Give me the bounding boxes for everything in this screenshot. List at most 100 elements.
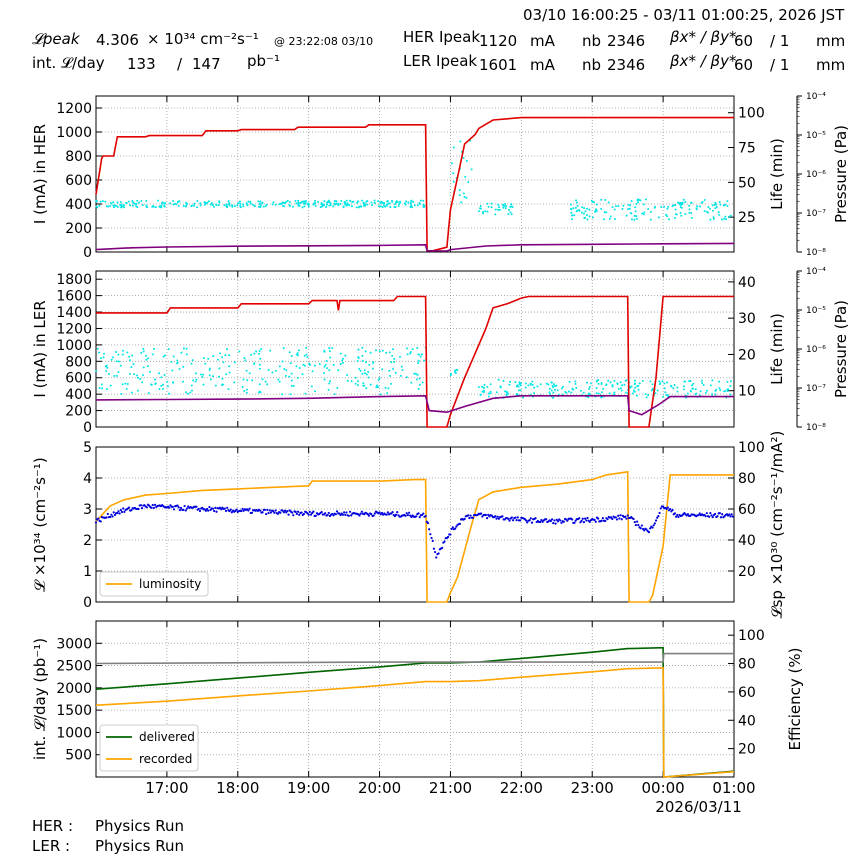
life-point: [283, 202, 286, 205]
life-point: [253, 362, 256, 365]
life-point: [388, 202, 391, 205]
life-point: [207, 200, 210, 203]
life-point: [374, 349, 377, 352]
life-point: [608, 217, 611, 220]
life-point: [673, 217, 676, 220]
life-point: [102, 356, 105, 359]
specific-luminosity-point: [671, 508, 674, 512]
life-point: [413, 372, 416, 375]
specific-luminosity-point: [550, 518, 554, 521]
life-point: [120, 392, 123, 395]
specific-luminosity-point: [529, 517, 532, 520]
specific-luminosity-point: [571, 518, 574, 521]
life-point: [647, 207, 650, 210]
life-point: [661, 380, 664, 383]
life-point: [181, 380, 184, 383]
life-point: [478, 207, 481, 210]
life-point: [207, 357, 210, 360]
specific-luminosity-point: [294, 510, 297, 513]
specific-luminosity-point: [604, 519, 607, 523]
life-point: [548, 391, 551, 394]
life-point: [117, 353, 120, 356]
life-point: [116, 201, 119, 204]
specific-luminosity-point: [573, 521, 576, 524]
life-point: [415, 372, 418, 375]
life-point: [346, 373, 349, 376]
y-right-tick-label: 80: [738, 657, 756, 673]
life-point: [504, 202, 507, 205]
specific-luminosity-point: [463, 517, 466, 520]
life-point: [206, 201, 209, 204]
life-point: [452, 146, 455, 149]
life-point: [478, 210, 481, 213]
life-point: [611, 206, 614, 209]
life-point: [288, 351, 291, 354]
life-point: [233, 361, 236, 364]
life-point: [506, 391, 509, 394]
life-point: [670, 385, 673, 388]
life-point: [684, 213, 687, 216]
life-point: [125, 387, 128, 390]
life-point: [310, 385, 313, 388]
life-point: [144, 354, 147, 357]
specific-luminosity-point: [514, 516, 517, 519]
life-point: [189, 391, 192, 394]
specific-luminosity-point: [649, 527, 652, 530]
specific-luminosity-point: [507, 517, 510, 520]
specific-luminosity-point: [534, 517, 537, 520]
y-tick-label: 0: [83, 245, 92, 261]
life-point: [381, 368, 384, 371]
life-point: [135, 205, 138, 208]
specific-luminosity-point: [326, 514, 329, 517]
life-point: [613, 391, 616, 394]
life-point: [185, 347, 188, 350]
life-point: [131, 204, 134, 207]
life-point: [373, 199, 376, 202]
life-point: [709, 218, 712, 221]
specific-luminosity-point: [705, 512, 708, 515]
life-point: [208, 367, 211, 370]
specific-luminosity-point: [348, 510, 352, 513]
life-point: [422, 206, 425, 209]
life-point: [121, 353, 124, 356]
life-point: [119, 201, 122, 204]
ler-ipeak-unit: mA: [530, 56, 555, 74]
life-point: [128, 355, 131, 358]
plot-frame: [95, 620, 735, 778]
specific-luminosity-point: [182, 508, 185, 512]
life-point: [505, 393, 508, 396]
life-point: [533, 392, 536, 395]
life-point: [688, 204, 691, 207]
specific-luminosity-point: [112, 511, 115, 514]
specific-luminosity-point: [179, 506, 183, 510]
life-point: [388, 369, 391, 372]
specific-luminosity-point: [386, 511, 389, 514]
life-point: [634, 386, 637, 389]
y-right-tick-label: 60: [738, 502, 756, 518]
life-point: [245, 202, 248, 205]
life-point: [278, 380, 281, 383]
life-point: [141, 204, 144, 207]
life-point: [510, 203, 513, 206]
life-point: [406, 347, 409, 350]
specific-luminosity-point: [597, 517, 600, 520]
life-point: [570, 218, 573, 221]
specific-luminosity-point: [226, 506, 229, 509]
life-point: [390, 361, 393, 364]
life-point: [501, 203, 504, 206]
life-point: [410, 381, 413, 384]
specific-luminosity-point: [711, 515, 714, 519]
life-point: [169, 202, 172, 205]
life-point: [617, 387, 620, 390]
purple-series-line: [95, 242, 735, 252]
life-point: [574, 206, 577, 209]
life-point: [666, 394, 669, 397]
life-point: [297, 349, 300, 352]
specific-luminosity-point: [485, 517, 489, 520]
life-point: [95, 205, 98, 208]
life-point: [282, 347, 285, 350]
y-tick-label: 400: [65, 387, 92, 403]
life-point: [450, 372, 453, 375]
life-point: [381, 201, 384, 204]
specific-luminosity-point: [713, 512, 717, 516]
